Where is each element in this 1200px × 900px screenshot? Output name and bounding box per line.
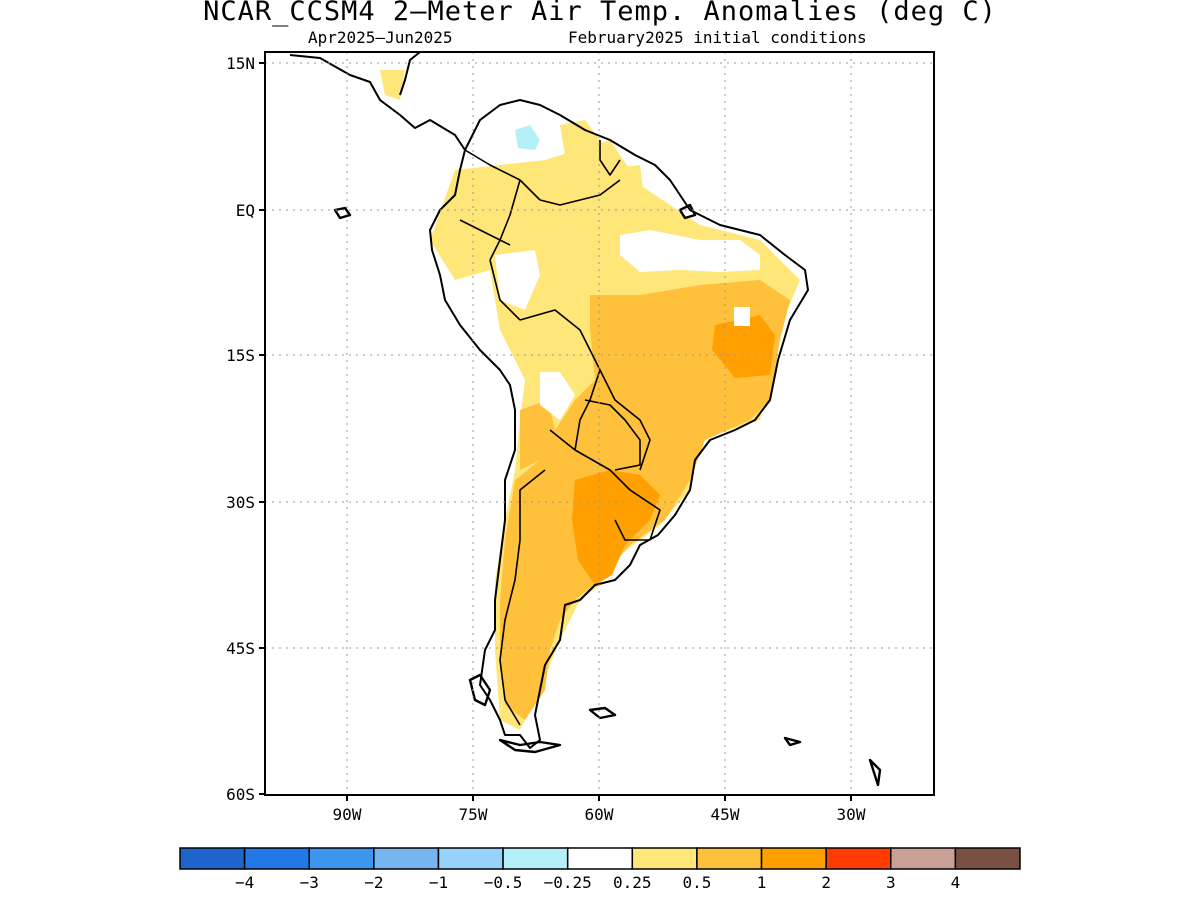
map-grid [265,52,934,795]
colorbar-label: 0.5 [682,873,711,892]
lon-tick-label: 30W [837,805,866,824]
latitude-axis [259,62,265,795]
lat-tick-label: 15S [226,346,255,365]
colorbar-swatch [890,847,957,870]
colorbar-swatch [179,847,246,870]
lon-tick-label: 75W [459,805,488,824]
colorbar-swatch [696,847,763,870]
colorbar-label: 3 [886,873,896,892]
colorbar-swatch [760,847,827,870]
lat-tick-label: EQ [236,201,255,220]
coastline-central-america [289,52,466,151]
chart-title: NCAR_CCSM4 2—Meter Air Temp. Anomalies (… [203,0,997,27]
coastline-south-america [429,99,809,749]
colorbar-swatch [373,847,440,870]
anomaly-region-moderate-warm-west [520,400,555,470]
colorbar-swatch [825,847,892,870]
colorbar: −4 −3 −2 −1 −0.5 −0.25 0.25 0.5 1 2 3 4 [179,847,1021,892]
colorbar-label: −2 [364,873,383,892]
anomaly-region-weak-cool [515,125,540,150]
initial-conditions: February2025 initial conditions [568,28,867,47]
map-plot-area [265,52,934,795]
anomaly-region-strong-warm-south [572,470,660,585]
colorbar-swatch [437,847,504,870]
lat-tick-label: 60S [226,785,255,804]
lon-tick-label: 60W [585,805,614,824]
lon-tick-label: 90W [333,805,362,824]
lat-tick-label: 15N [226,54,255,73]
forecast-period: Apr2025—Jun2025 [308,28,453,47]
colorbar-label: −4 [235,873,254,892]
longitude-axis [346,795,852,801]
lat-tick-label: 45S [226,639,255,658]
colorbar-label: 2 [821,873,831,892]
colorbar-label: −0.25 [544,873,592,892]
colorbar-label: −3 [300,873,319,892]
lon-tick-label: 45W [711,805,740,824]
coastlines [289,52,882,787]
anomaly-region-weak-warm-north [380,70,645,205]
colorbar-label: 4 [951,873,961,892]
colorbar-swatch [502,847,569,870]
colorbar-label: −0.5 [484,873,523,892]
colorbar-swatch [954,847,1021,870]
anomaly-region-white-hole [495,230,760,420]
colorbar-label: −1 [429,873,448,892]
islands [333,203,882,787]
lat-tick-label: 30S [226,493,255,512]
colorbar-label: 0.25 [613,873,652,892]
anomaly-region-strong-warm [712,315,775,378]
border-lines [459,140,661,726]
colorbar-swatch [243,847,310,870]
colorbar-swatch [566,847,634,870]
colorbar-swatch [631,847,698,870]
colorbar-swatch [308,847,375,870]
colorbar-label: 1 [757,873,767,892]
